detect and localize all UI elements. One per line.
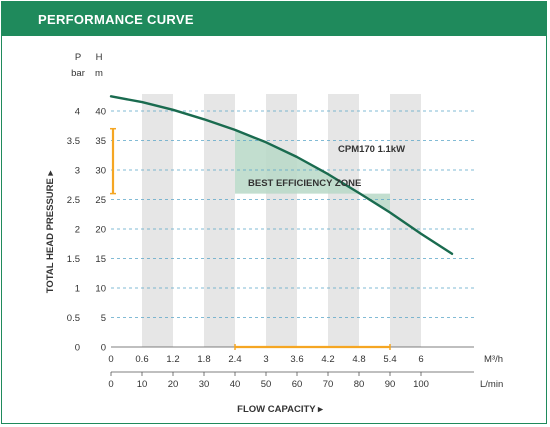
y-tick-m: 35 xyxy=(95,136,106,147)
x-tick-lpm: 50 xyxy=(261,379,272,390)
best-efficiency-zone xyxy=(235,129,390,213)
grid-band xyxy=(142,94,173,347)
grid-band xyxy=(328,94,359,347)
y-unit-bar: bar xyxy=(71,68,85,79)
x-tick-m3h: 3 xyxy=(263,354,268,365)
zone-label: BEST EFFICIENCY ZONE xyxy=(248,178,361,189)
grid-band xyxy=(204,94,235,347)
x-unit-m3h: M³/h xyxy=(484,354,503,365)
x-tick-m3h: 4.8 xyxy=(352,354,365,365)
x-tick-m3h: 3.6 xyxy=(290,354,303,365)
x-tick-lpm: 20 xyxy=(168,379,179,390)
x-axis-title: FLOW CAPACITY ▸ xyxy=(237,404,324,415)
y-tick-m: 40 xyxy=(95,107,106,118)
grid-band xyxy=(390,94,421,347)
x-tick-m3h: 1.8 xyxy=(197,354,210,365)
x-tick-lpm: 70 xyxy=(323,379,334,390)
x-tick-lpm: 10 xyxy=(137,379,148,390)
x-tick-m3h: 1.2 xyxy=(166,354,179,365)
x-tick-m3h: 0 xyxy=(108,354,113,365)
performance-curve-line xyxy=(109,95,454,255)
x-tick-lpm: 30 xyxy=(199,379,210,390)
y-tick-bar: 0.5 xyxy=(67,313,80,324)
x-tick-m3h: 4.2 xyxy=(321,354,334,365)
y-tick-m: 5 xyxy=(101,313,106,324)
x-tick-m3h: 2.4 xyxy=(228,354,241,365)
x-unit-lpm: L/min xyxy=(480,379,503,390)
x-tick-lpm: 60 xyxy=(292,379,303,390)
x-tick-m3h: 0.6 xyxy=(135,354,148,365)
y-tick-m: 25 xyxy=(95,195,106,206)
y-unit-h: H xyxy=(96,52,103,63)
x-tick-lpm: 40 xyxy=(230,379,241,390)
y-tick-m: 10 xyxy=(95,284,106,295)
y-tick-bar: 1.5 xyxy=(67,254,80,265)
y-tick-m: 15 xyxy=(95,254,106,265)
y-tick-bar: 4 xyxy=(75,107,80,118)
y-tick-m: 20 xyxy=(95,225,106,236)
y-axis-title: TOTAL HEAD PRESSURE ▸ xyxy=(45,170,56,294)
y-tick-m: 0 xyxy=(101,343,106,354)
x-tick-lpm: 0 xyxy=(108,379,113,390)
y-tick-bar: 2 xyxy=(75,225,80,236)
y-tick-bar: 3 xyxy=(75,166,80,177)
grid-band xyxy=(266,94,297,347)
x-tick-m3h: 6 xyxy=(418,354,423,365)
y-tick-m: 30 xyxy=(95,166,106,177)
y-tick-bar: 0 xyxy=(75,343,80,354)
y-tick-bar: 1 xyxy=(75,284,80,295)
header-bar: PERFORMANCE CURVE xyxy=(2,2,546,36)
x-tick-lpm: 80 xyxy=(354,379,365,390)
y-unit-m: m xyxy=(95,68,103,79)
x-tick-lpm: 90 xyxy=(385,379,396,390)
header-title: PERFORMANCE CURVE xyxy=(38,12,194,27)
y-tick-bar: 3.5 xyxy=(67,136,80,147)
y-unit-p: P xyxy=(75,52,81,63)
x-tick-lpm: 100 xyxy=(413,379,429,390)
curve-label: CPM170 1.1kW xyxy=(338,144,405,155)
x-tick-m3h: 5.4 xyxy=(383,354,396,365)
y-tick-bar: 2.5 xyxy=(67,195,80,206)
